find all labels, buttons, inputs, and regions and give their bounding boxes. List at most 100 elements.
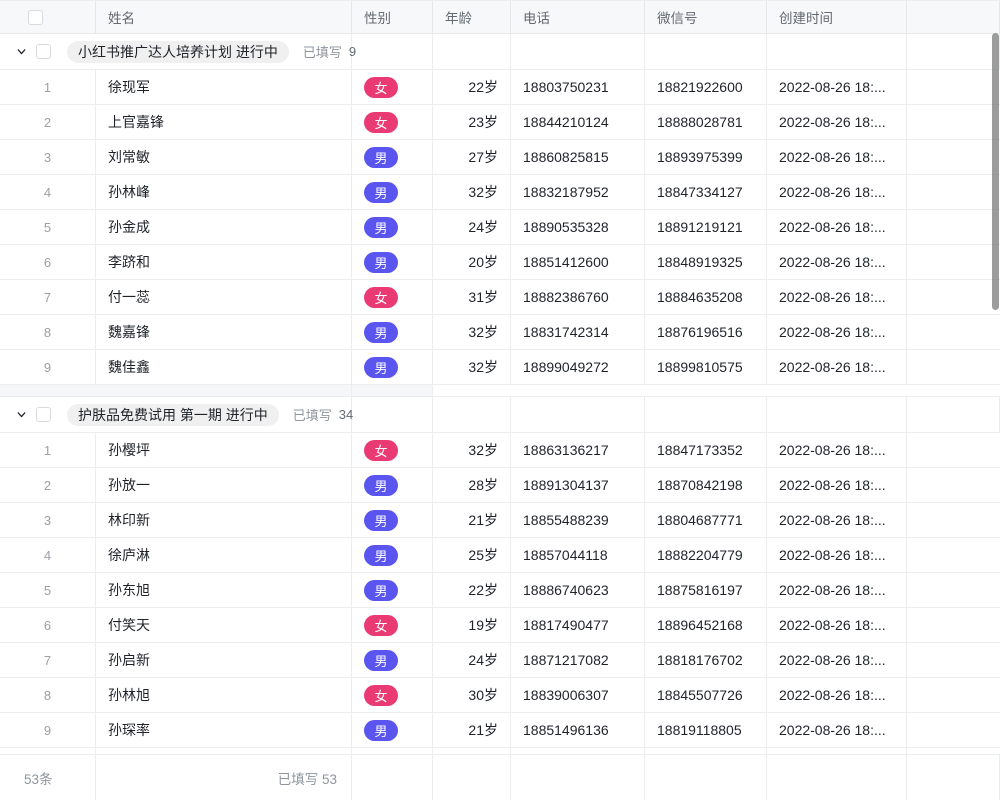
row-wechat-cell[interactable]: 18882204779 bbox=[645, 538, 767, 572]
row-age-cell[interactable]: 30岁 bbox=[433, 678, 511, 712]
table-row[interactable]: 3 林印新 男 21岁 18855488239 18804687771 2022… bbox=[0, 503, 1000, 538]
row-created-cell[interactable]: 2022-08-26 18:... bbox=[767, 468, 907, 502]
row-wechat-cell[interactable]: 18847173352 bbox=[645, 433, 767, 467]
header-cell-wechat[interactable]: 微信号 bbox=[645, 1, 767, 33]
row-phone-cell[interactable]: 18839006307 bbox=[511, 678, 645, 712]
row-name-cell[interactable]: 李跻和 bbox=[96, 245, 352, 279]
row-created-cell[interactable]: 2022-08-26 18:... bbox=[767, 70, 907, 104]
row-name-cell[interactable]: 孙东旭 bbox=[96, 573, 352, 607]
row-wechat-cell[interactable]: 18818176702 bbox=[645, 643, 767, 677]
row-wechat-cell[interactable]: 18842059888 bbox=[645, 748, 767, 754]
row-gender-cell[interactable]: 男 bbox=[352, 503, 433, 537]
row-phone-cell[interactable]: 18863136217 bbox=[511, 433, 645, 467]
vertical-scrollbar-thumb[interactable] bbox=[992, 33, 999, 310]
row-created-cell[interactable]: 2022-08-26 18:... bbox=[767, 315, 907, 349]
row-age-cell[interactable]: 21岁 bbox=[433, 713, 511, 747]
row-wechat-cell[interactable]: 18893975399 bbox=[645, 140, 767, 174]
row-gender-cell[interactable]: 女 bbox=[352, 70, 433, 104]
table-row[interactable]: 6 付笑天 女 19岁 18817490477 18896452168 2022… bbox=[0, 608, 1000, 643]
table-row[interactable]: 8 魏嘉锋 男 32岁 18831742314 18876196516 2022… bbox=[0, 315, 1000, 350]
row-age-cell[interactable]: 32岁 bbox=[433, 748, 511, 754]
group-header-row[interactable]: 护肤品免费试用 第一期 进行中 已填写 34 bbox=[0, 397, 1000, 433]
row-wechat-cell[interactable]: 18888028781 bbox=[645, 105, 767, 139]
row-age-cell[interactable]: 24岁 bbox=[433, 210, 511, 244]
row-phone-cell[interactable]: 18857044118 bbox=[511, 538, 645, 572]
row-age-cell[interactable]: 32岁 bbox=[433, 315, 511, 349]
row-name-cell[interactable]: 徐庐淋 bbox=[96, 538, 352, 572]
row-gender-cell[interactable]: 男 bbox=[352, 350, 433, 384]
row-wechat-cell[interactable]: 18804687771 bbox=[645, 503, 767, 537]
row-age-cell[interactable]: 20岁 bbox=[433, 245, 511, 279]
row-age-cell[interactable]: 28岁 bbox=[433, 468, 511, 502]
row-name-cell[interactable]: 魏佳鑫 bbox=[96, 350, 352, 384]
row-name-cell[interactable]: 刘常敏 bbox=[96, 140, 352, 174]
row-created-cell[interactable]: 2022-08-26 18: bbox=[767, 748, 907, 754]
chevron-down-icon[interactable] bbox=[12, 43, 30, 61]
row-name-cell[interactable]: 孙林旭 bbox=[96, 678, 352, 712]
row-age-cell[interactable]: 25岁 bbox=[433, 538, 511, 572]
row-created-cell[interactable]: 2022-08-26 18:... bbox=[767, 433, 907, 467]
row-phone-cell[interactable]: 18851496136 bbox=[511, 713, 645, 747]
group-header-row[interactable]: 小红书推广达人培养计划 进行中 已填写 9 bbox=[0, 34, 1000, 70]
row-created-cell[interactable]: 2022-08-26 18:... bbox=[767, 280, 907, 314]
row-age-cell[interactable]: 22岁 bbox=[433, 70, 511, 104]
row-gender-cell[interactable]: 男 bbox=[352, 245, 433, 279]
row-gender-cell[interactable]: 男 bbox=[352, 538, 433, 572]
table-row[interactable]: 1 孙樱坪 女 32岁 18863136217 18847173352 2022… bbox=[0, 433, 1000, 468]
row-age-cell[interactable]: 22岁 bbox=[433, 573, 511, 607]
row-age-cell[interactable]: 21岁 bbox=[433, 503, 511, 537]
row-age-cell[interactable]: 24岁 bbox=[433, 643, 511, 677]
table-row[interactable]: 9 魏佳鑫 男 32岁 18899049272 18899810575 2022… bbox=[0, 350, 1000, 385]
row-wechat-cell[interactable]: 18875816197 bbox=[645, 573, 767, 607]
table-row[interactable]: 4 徐庐淋 男 25岁 18857044118 18882204779 2022… bbox=[0, 538, 1000, 573]
table-row[interactable]: 10 刘成万 男 32岁 18873634795 18842059888 202… bbox=[0, 748, 1000, 754]
table-row[interactable]: 6 李跻和 男 20岁 18851412600 18848919325 2022… bbox=[0, 245, 1000, 280]
group-select-checkbox[interactable] bbox=[36, 44, 51, 59]
row-created-cell[interactable]: 2022-08-26 18:... bbox=[767, 538, 907, 572]
header-cell-gender[interactable]: 性别 bbox=[352, 1, 433, 33]
row-phone-cell[interactable]: 18831742314 bbox=[511, 315, 645, 349]
row-gender-cell[interactable]: 女 bbox=[352, 280, 433, 314]
row-phone-cell[interactable]: 18886740623 bbox=[511, 573, 645, 607]
row-wechat-cell[interactable]: 18847334127 bbox=[645, 175, 767, 209]
row-gender-cell[interactable]: 男 bbox=[352, 748, 433, 754]
table-row[interactable]: 2 上官嘉锋 女 23岁 18844210124 18888028781 202… bbox=[0, 105, 1000, 140]
row-phone-cell[interactable]: 18871217082 bbox=[511, 643, 645, 677]
table-row[interactable]: 3 刘常敏 男 27岁 18860825815 18893975399 2022… bbox=[0, 140, 1000, 175]
row-created-cell[interactable]: 2022-08-26 18:... bbox=[767, 643, 907, 677]
row-wechat-cell[interactable]: 18899810575 bbox=[645, 350, 767, 384]
row-gender-cell[interactable]: 男 bbox=[352, 713, 433, 747]
row-age-cell[interactable]: 19岁 bbox=[433, 608, 511, 642]
row-name-cell[interactable]: 孙林峰 bbox=[96, 175, 352, 209]
row-phone-cell[interactable]: 18890535328 bbox=[511, 210, 645, 244]
row-phone-cell[interactable]: 18873634795 bbox=[511, 748, 645, 754]
row-gender-cell[interactable]: 男 bbox=[352, 140, 433, 174]
row-created-cell[interactable]: 2022-08-26 18:... bbox=[767, 678, 907, 712]
row-created-cell[interactable]: 2022-08-26 18:... bbox=[767, 573, 907, 607]
row-created-cell[interactable]: 2022-08-26 18:... bbox=[767, 503, 907, 537]
row-name-cell[interactable]: 徐现军 bbox=[96, 70, 352, 104]
row-gender-cell[interactable]: 男 bbox=[352, 468, 433, 502]
header-cell-created[interactable]: 创建时间 bbox=[767, 1, 907, 33]
row-name-cell[interactable]: 孙启新 bbox=[96, 643, 352, 677]
row-phone-cell[interactable]: 18803750231 bbox=[511, 70, 645, 104]
row-age-cell[interactable]: 32岁 bbox=[433, 433, 511, 467]
select-all-checkbox[interactable] bbox=[28, 9, 43, 25]
row-created-cell[interactable]: 2022-08-26 18:... bbox=[767, 175, 907, 209]
row-created-cell[interactable]: 2022-08-26 18:... bbox=[767, 245, 907, 279]
header-cell-phone[interactable]: 电话 bbox=[511, 1, 645, 33]
row-gender-cell[interactable]: 女 bbox=[352, 105, 433, 139]
row-age-cell[interactable]: 32岁 bbox=[433, 350, 511, 384]
row-wechat-cell[interactable]: 18819118805 bbox=[645, 713, 767, 747]
row-wechat-cell[interactable]: 18870842198 bbox=[645, 468, 767, 502]
table-row[interactable]: 9 孙琛率 男 21岁 18851496136 18819118805 2022… bbox=[0, 713, 1000, 748]
row-gender-cell[interactable]: 男 bbox=[352, 210, 433, 244]
row-name-cell[interactable]: 孙琛率 bbox=[96, 713, 352, 747]
row-created-cell[interactable]: 2022-08-26 18:... bbox=[767, 350, 907, 384]
row-wechat-cell[interactable]: 18848919325 bbox=[645, 245, 767, 279]
row-name-cell[interactable]: 孙放一 bbox=[96, 468, 352, 502]
row-gender-cell[interactable]: 女 bbox=[352, 608, 433, 642]
row-phone-cell[interactable]: 18899049272 bbox=[511, 350, 645, 384]
row-name-cell[interactable]: 刘成万 bbox=[96, 748, 352, 754]
table-row[interactable]: 4 孙林峰 男 32岁 18832187952 18847334127 2022… bbox=[0, 175, 1000, 210]
